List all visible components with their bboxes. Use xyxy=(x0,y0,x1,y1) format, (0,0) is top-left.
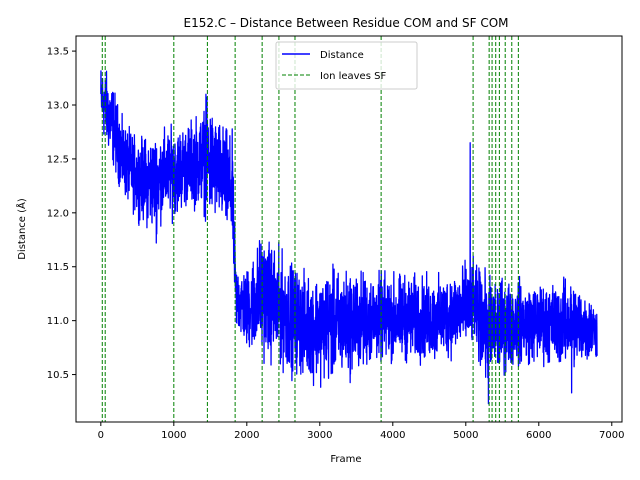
x-tick-label: 1000 xyxy=(161,430,186,441)
y-tick-label: 13.5 xyxy=(47,47,69,58)
x-tick-label: 2000 xyxy=(234,430,259,441)
legend-label-ion-leaves-sf: Ion leaves SF xyxy=(320,71,386,82)
x-tick-label: 0 xyxy=(98,430,104,441)
y-tick-label: 13.0 xyxy=(47,101,69,112)
legend-box xyxy=(275,41,418,90)
axes-frame xyxy=(75,35,623,423)
x-tick-label: 3000 xyxy=(307,430,332,441)
y-axis: 10.5 11.0 11.5 12.0 12.5 13.0 13.5 xyxy=(47,47,76,381)
y-tick-label: 12.0 xyxy=(47,208,69,219)
plot-lines xyxy=(100,36,598,422)
distance-series-line xyxy=(100,70,598,405)
y-tick-label: 10.5 xyxy=(47,370,69,381)
x-tick-label: 4000 xyxy=(380,430,405,441)
y-tick-label: 11.5 xyxy=(47,262,69,273)
y-tick-label: 12.5 xyxy=(47,154,69,165)
x-tick-label: 6000 xyxy=(526,430,551,441)
y-axis-label: Distance (Å) xyxy=(15,198,28,260)
chart-title: E152.C – Distance Between Residue COM an… xyxy=(184,16,509,30)
legend-label-distance: Distance xyxy=(320,50,364,61)
x-tick-label: 7000 xyxy=(599,430,624,441)
legend: Distance Ion leaves SF xyxy=(275,41,418,90)
x-axis: 0 1000 2000 3000 4000 5000 6000 7000 xyxy=(98,422,625,441)
x-axis-label: Frame xyxy=(330,454,361,465)
y-tick-label: 11.0 xyxy=(47,316,69,327)
x-tick-label: 5000 xyxy=(453,430,478,441)
